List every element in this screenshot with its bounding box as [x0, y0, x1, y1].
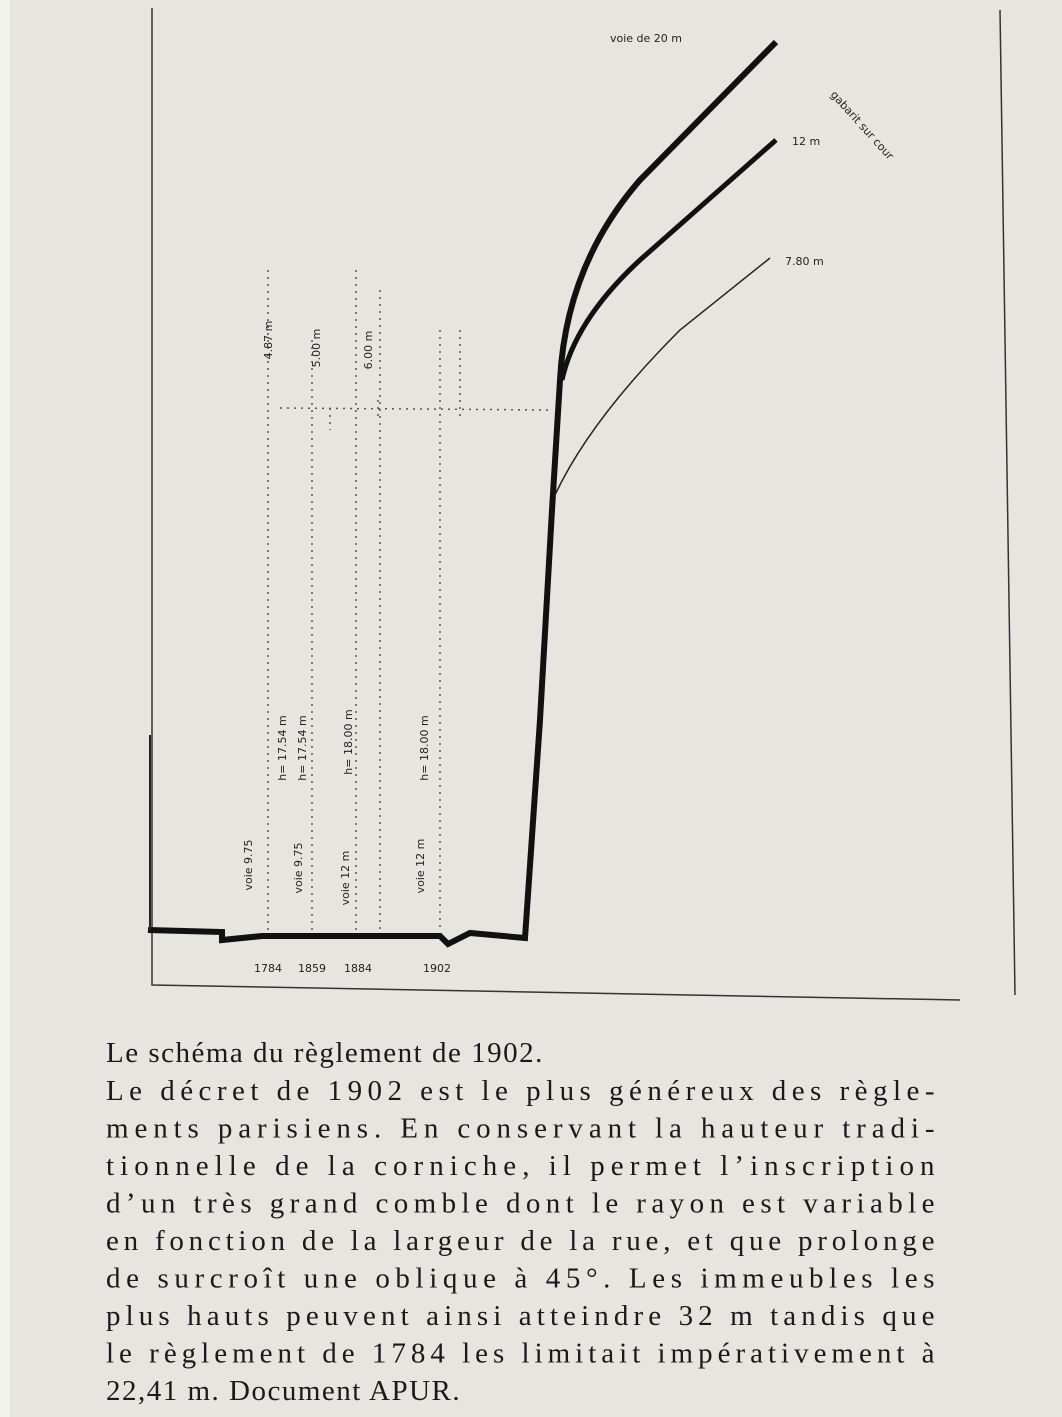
- roof-height: 5.00 m: [310, 329, 323, 368]
- cornice-height: h= 18.00 m: [342, 709, 355, 774]
- year: 1884: [344, 962, 372, 975]
- page-edge: [0, 0, 10, 1417]
- cornice-height: h= 17.54 m: [296, 715, 309, 780]
- street-label: voie de 20 m: [610, 32, 682, 45]
- caption-title: Le schéma du règlement de 1902.: [106, 1037, 544, 1069]
- year: 1784: [254, 962, 282, 975]
- caption-line: de surcroît une oblique à 45°. Les immeu…: [106, 1263, 936, 1295]
- roof-height: 6.00 m: [362, 331, 375, 370]
- page: voie de 20 mgabarit sur cour12 m7.80 m4.…: [0, 0, 1062, 1417]
- roof-height: 4.87 m: [262, 321, 275, 360]
- street-label: 7.80 m: [785, 255, 824, 268]
- year: 1859: [298, 962, 326, 975]
- caption-line: plus hauts peuvent ainsi atteindre 32 m …: [106, 1300, 936, 1332]
- caption-line: d’un très grand comble dont le rayon est…: [106, 1188, 936, 1220]
- caption-line: en fonction de la largeur de la rue, et …: [106, 1225, 936, 1257]
- caption-line: 22,41 m. Document APUR.: [106, 1375, 461, 1407]
- street-width: voie 9.75: [242, 839, 255, 890]
- street-width: voie 12 m: [339, 851, 352, 906]
- cornice-height: h= 17.54 m: [276, 715, 289, 780]
- street-label: 12 m: [792, 135, 820, 148]
- street-width: voie 12 m: [414, 839, 427, 894]
- year: 1902: [423, 962, 451, 975]
- cornice-height: h= 18.00 m: [418, 715, 431, 780]
- street-width: voie 9.75: [292, 842, 305, 893]
